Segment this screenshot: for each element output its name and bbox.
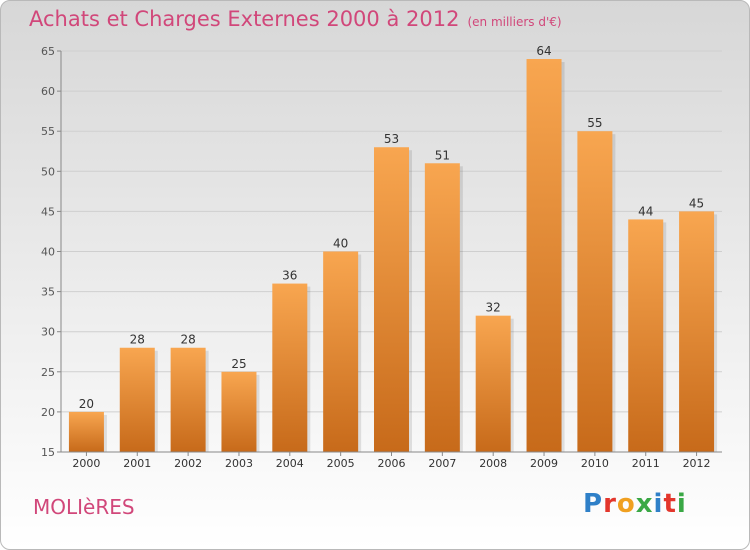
x-tick-label: 2002 xyxy=(174,457,202,470)
bar xyxy=(68,411,104,452)
bar-value-label: 20 xyxy=(79,397,94,411)
bar-value-label: 40 xyxy=(333,237,348,251)
y-tick-label: 25 xyxy=(41,366,55,379)
x-tick-label: 2000 xyxy=(72,457,100,470)
logo-letter: o xyxy=(616,489,636,519)
bar-value-label: 64 xyxy=(536,44,551,58)
bar-value-label: 51 xyxy=(435,148,450,162)
x-tick-label: 2008 xyxy=(479,457,507,470)
x-tick-label: 2011 xyxy=(632,457,660,470)
x-tick-label: 2006 xyxy=(378,457,406,470)
bar-value-label: 53 xyxy=(384,132,399,146)
x-tick-label: 2007 xyxy=(428,457,456,470)
y-tick-label: 55 xyxy=(41,125,55,138)
chart-title: Achats et Charges Externes 2000 à 2012 xyxy=(29,7,460,31)
bar-value-label: 25 xyxy=(231,357,246,371)
bar-value-label: 55 xyxy=(587,116,602,130)
bar xyxy=(323,251,359,452)
bar xyxy=(577,131,613,452)
logo-letter: t xyxy=(663,489,677,519)
y-tick-label: 60 xyxy=(41,85,55,98)
bar xyxy=(170,347,206,452)
y-tick-label: 30 xyxy=(41,326,55,339)
bar xyxy=(119,347,155,452)
bar xyxy=(526,59,562,453)
bar xyxy=(374,147,409,453)
bar-value-label: 45 xyxy=(689,196,704,210)
logo-letter: P xyxy=(583,489,604,519)
chart-subtitle: (en milliers d'€) xyxy=(467,15,562,29)
x-tick-label: 2004 xyxy=(276,457,304,470)
y-tick-label: 50 xyxy=(41,165,55,178)
y-tick-label: 65 xyxy=(41,45,55,58)
labels-layer: 20 2000 28 2001 28 2002 25 2003 36 2004 40 2005 53 20… xyxy=(72,44,710,470)
bar-value-label: 32 xyxy=(486,301,501,315)
bar xyxy=(475,315,511,452)
y-tick-label: 45 xyxy=(41,205,55,218)
x-tick-label: 2001 xyxy=(123,457,151,470)
logo-letter: x xyxy=(635,489,654,519)
bar-value-label: 36 xyxy=(282,269,297,283)
y-tick-label: 40 xyxy=(41,246,55,259)
proxiti-logo[interactable]: Proxiti xyxy=(583,489,687,519)
bars-layer xyxy=(68,59,718,453)
bar-value-label: 28 xyxy=(130,333,145,347)
x-tick-label: 2005 xyxy=(327,457,355,470)
logo-letter: i xyxy=(653,489,664,519)
bar-value-label: 28 xyxy=(180,333,195,347)
axis-layer: 15 20 25 30 35 40 45 50 55 60 65 xyxy=(41,45,722,459)
bar xyxy=(221,371,257,452)
y-tick-label: 15 xyxy=(41,446,55,459)
y-tick-label: 20 xyxy=(41,406,55,419)
commune-name: MOLIèRES xyxy=(33,495,135,519)
bar xyxy=(679,211,715,452)
chart-title-block: Achats et Charges Externes 2000 à 2012 (e… xyxy=(29,7,562,31)
x-tick-label: 2012 xyxy=(683,457,711,470)
bar-value-label: 44 xyxy=(638,204,653,218)
x-tick-label: 2003 xyxy=(225,457,253,470)
bar xyxy=(424,163,460,452)
y-tick-label: 35 xyxy=(41,286,55,299)
bar xyxy=(628,219,664,452)
logo-letter: i xyxy=(676,489,687,519)
logo-letter: r xyxy=(603,489,617,519)
x-tick-label: 2009 xyxy=(530,457,558,470)
bar xyxy=(272,283,308,452)
x-tick-label: 2010 xyxy=(581,457,609,470)
